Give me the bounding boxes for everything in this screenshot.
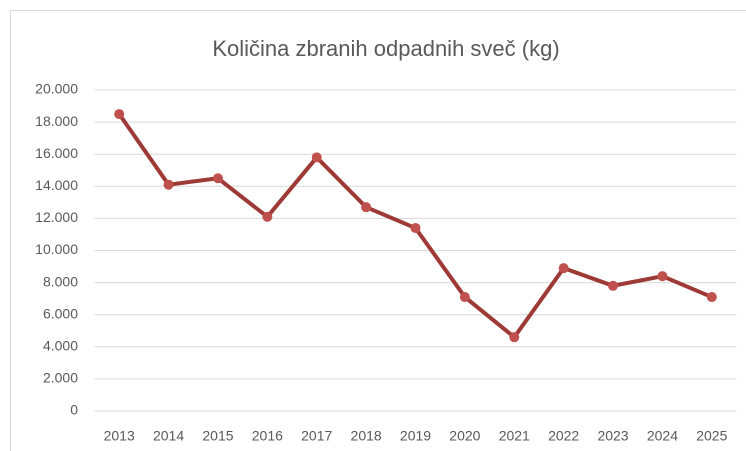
x-tick-label: 2020 xyxy=(449,428,480,444)
marker xyxy=(459,292,470,303)
x-tick-label: 2025 xyxy=(696,428,727,444)
marker xyxy=(657,271,668,282)
x-tick-label: 2016 xyxy=(252,428,283,444)
marker xyxy=(114,109,125,120)
y-tick-label: 20.000 xyxy=(35,81,78,97)
y-tick-label: 4.000 xyxy=(43,338,78,354)
x-tick-label: 2015 xyxy=(202,428,233,444)
x-tick-label: 2021 xyxy=(499,428,530,444)
x-tick-label: 2017 xyxy=(301,428,332,444)
y-tick-label: 8.000 xyxy=(43,273,78,289)
x-tick-label: 2013 xyxy=(104,428,135,444)
x-tick-label: 2022 xyxy=(548,428,579,444)
marker xyxy=(706,292,717,303)
chart-title: Količina zbranih odpadnih sveč (kg) xyxy=(212,36,559,61)
marker xyxy=(212,173,223,184)
marker xyxy=(163,179,174,190)
marker xyxy=(608,280,619,291)
marker xyxy=(262,211,273,222)
x-tick-label: 2019 xyxy=(400,428,431,444)
y-tick-label: 14.000 xyxy=(35,177,78,193)
marker xyxy=(558,263,569,274)
x-tick-label: 2018 xyxy=(351,428,382,444)
y-tick-label: 12.000 xyxy=(35,209,78,225)
x-tick-label: 2023 xyxy=(597,428,628,444)
marker xyxy=(311,152,322,163)
x-tick-label: 2014 xyxy=(153,428,184,444)
y-tick-label: 16.000 xyxy=(35,145,78,161)
y-tick-label: 18.000 xyxy=(35,113,78,129)
y-tick-label: 2.000 xyxy=(43,370,78,386)
x-tick-label: 2024 xyxy=(647,428,678,444)
marker xyxy=(361,202,372,213)
marker xyxy=(509,332,520,343)
y-tick-label: 6.000 xyxy=(43,305,78,321)
y-tick-label: 10.000 xyxy=(35,241,78,257)
marker xyxy=(410,223,421,234)
y-tick-label: 0 xyxy=(70,402,78,418)
chart-border xyxy=(10,10,746,451)
